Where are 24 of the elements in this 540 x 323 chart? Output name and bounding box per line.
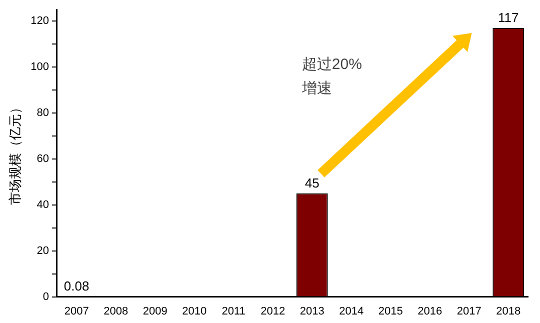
- y-tick-label: 20: [36, 244, 49, 257]
- data-label: 45: [304, 175, 320, 190]
- y-tick-label: 60: [36, 152, 49, 165]
- data-label: 0.08: [64, 278, 90, 294]
- x-tick-label: 2012: [260, 305, 286, 318]
- y-tick-label: 80: [36, 107, 49, 120]
- x-tick-label: 2018: [496, 305, 521, 318]
- x-tick-label: 2009: [142, 305, 168, 318]
- y-axis-title: 市场规模（亿元）: [7, 101, 22, 206]
- x-tick-label: 2015: [378, 305, 403, 318]
- x-tick-label: 2010: [182, 305, 207, 318]
- x-tick-label: 2017: [456, 305, 482, 318]
- x-tick-label: 2007: [64, 305, 89, 318]
- data-label: 117: [498, 10, 519, 26]
- y-tick-label: 100: [30, 61, 49, 74]
- x-tick-label: 2008: [104, 305, 128, 318]
- y-tick-label: 0: [42, 290, 49, 303]
- x-tick-label: 2014: [339, 305, 364, 318]
- y-tick-label: 120: [30, 15, 49, 28]
- x-tick-label: 2016: [418, 305, 442, 318]
- y-tick-label: 40: [36, 198, 49, 211]
- annotation: 超过20% 增速: [300, 56, 362, 98]
- x-tick-label: 2013: [300, 305, 324, 318]
- x-tick-label: 2011: [222, 305, 246, 318]
